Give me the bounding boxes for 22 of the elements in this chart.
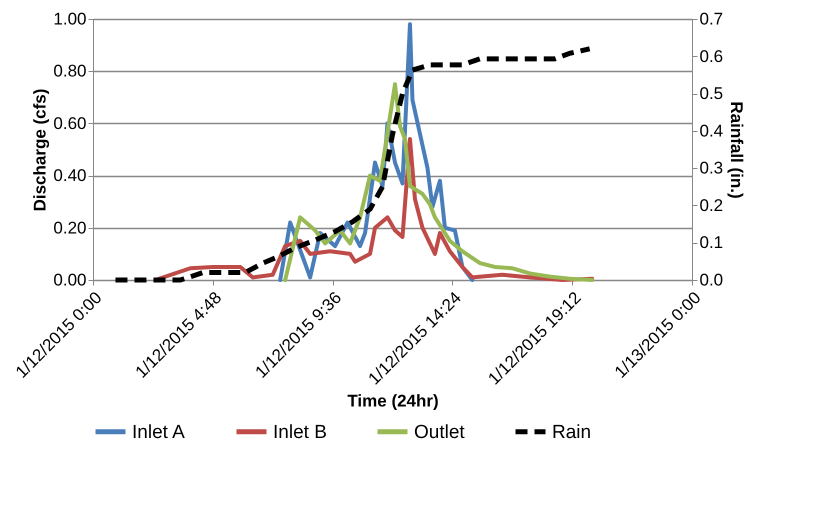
y-tick-label: 1.00 xyxy=(53,10,86,28)
y2-tick-label: 0.3 xyxy=(700,158,724,178)
y2-tick-label: 0.7 xyxy=(700,10,724,28)
y-tick-label: 0.60 xyxy=(53,114,86,133)
y-tick-label: 0.80 xyxy=(53,62,86,81)
y-tick-label: 0.20 xyxy=(53,218,86,238)
y2-tick-label: 0.0 xyxy=(700,270,724,290)
legend-label: Outlet xyxy=(414,422,466,443)
y-tick-label: 0.40 xyxy=(53,166,86,186)
y-axis-title: Discharge (cfs) xyxy=(30,88,50,212)
legend-label: Inlet A xyxy=(132,422,186,443)
y2-tick-label: 0.5 xyxy=(700,84,724,104)
legend-label: Rain xyxy=(552,422,592,443)
y2-axis-title: Rainfall (in.) xyxy=(727,101,746,199)
line-series xyxy=(283,82,594,282)
y2-tick-label: 0.4 xyxy=(700,121,724,140)
y-tick-label: 0.00 xyxy=(53,270,86,290)
y2-tick-label: 0.2 xyxy=(700,196,724,215)
y2-tick-label: 0.6 xyxy=(700,46,724,66)
legend-label: Inlet B xyxy=(273,422,327,443)
x-axis-title: Time (24hr) xyxy=(347,392,439,411)
y2-tick-label: 0.1 xyxy=(700,233,724,252)
